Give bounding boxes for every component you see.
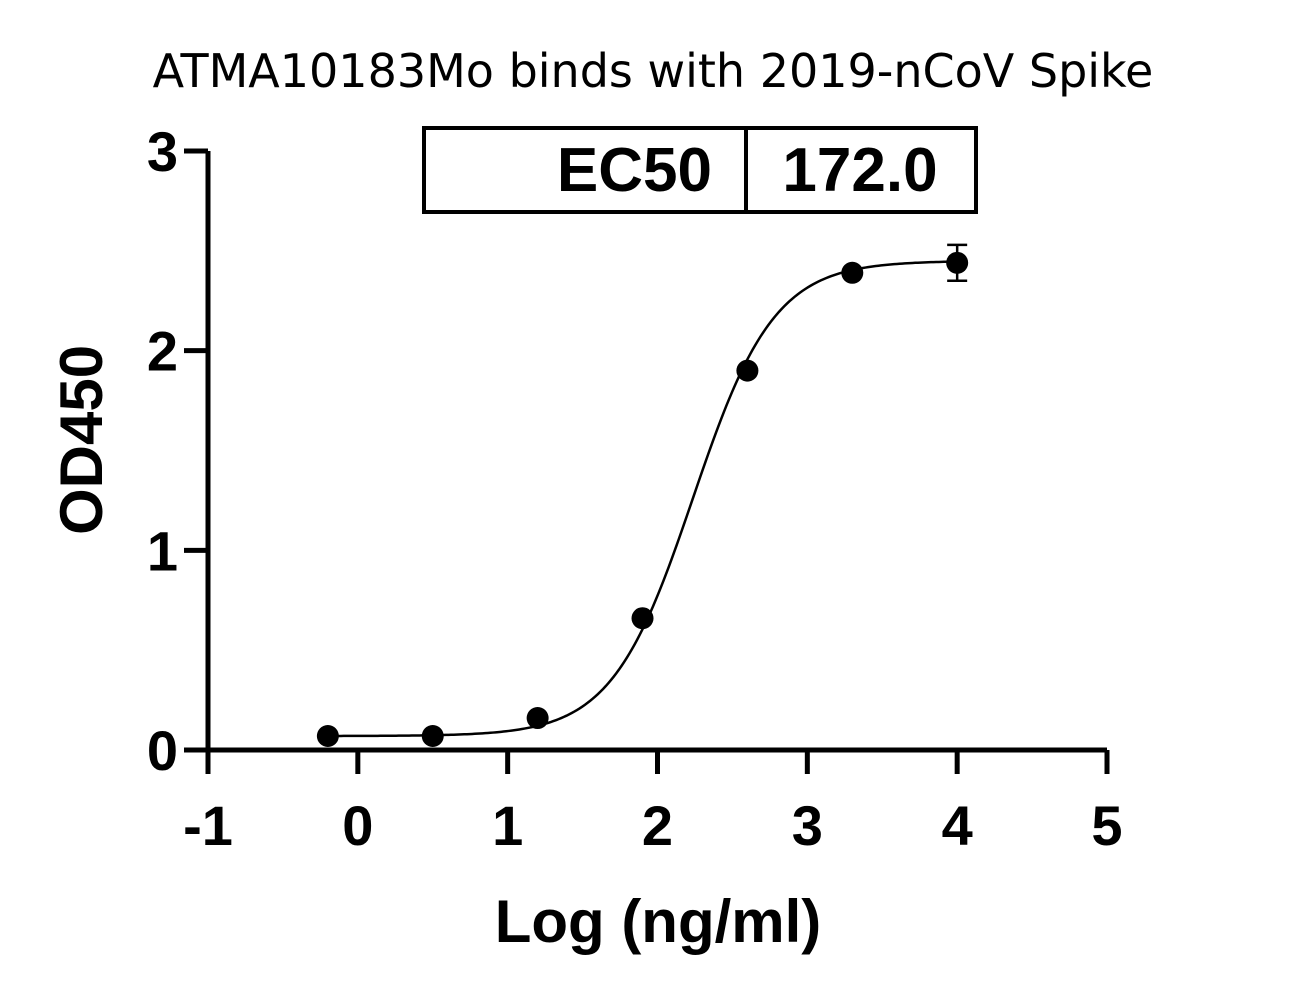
ec50-box: EC50 172.0 (422, 126, 978, 214)
chart-title: ATMA10183Mo binds with 2019-nCoV Spike (153, 44, 1154, 98)
y-tick-label: 1 (147, 519, 178, 582)
data-points (316, 243, 969, 748)
x-tick-label: 5 (1091, 794, 1122, 857)
fit-curve (327, 260, 958, 738)
data-point (841, 261, 864, 284)
ec50-value: 172.0 (782, 136, 937, 205)
data-point (526, 707, 549, 730)
data-point (736, 359, 759, 382)
y-axis-label: OD450 (48, 345, 115, 535)
ec50-label: EC50 (557, 136, 712, 205)
x-axis: -1 0 1 2 3 4 5 (183, 747, 1123, 857)
y-tick-label: 3 (147, 120, 178, 183)
x-tick-label: 0 (342, 794, 373, 857)
data-point (316, 725, 339, 748)
data-point (421, 725, 444, 748)
x-tick-label: 3 (792, 794, 823, 857)
data-point (946, 251, 969, 274)
x-tick-label: 1 (492, 794, 523, 857)
y-tick-label: 0 (147, 719, 178, 782)
y-axis: 0 1 2 3 (147, 120, 211, 782)
x-tick-label: 4 (942, 794, 973, 857)
y-tick-label: 2 (147, 320, 178, 383)
ec50-box-frame (422, 126, 978, 214)
data-point (631, 607, 654, 630)
x-tick-label: 2 (642, 794, 673, 857)
x-tick-label: -1 (183, 794, 233, 857)
x-axis-label: Log (ng/ml) (495, 888, 822, 955)
